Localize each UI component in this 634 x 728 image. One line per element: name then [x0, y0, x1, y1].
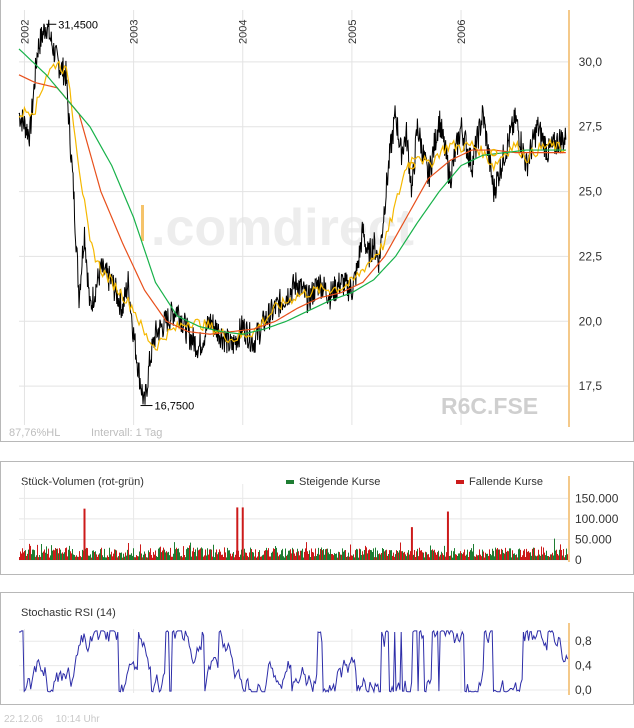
- rsi-title: Stochastic RSI (14): [21, 607, 116, 619]
- volume-chart-panel: Stück-Volumen (rot-grün) Steigende Kurse…: [0, 461, 634, 575]
- moving-average-line: [18, 60, 566, 351]
- timestamp-footer: 22.12.06 10:14 Uhr: [4, 714, 110, 725]
- y-tick-label: 20,0: [579, 314, 603, 328]
- x-tick-label: 2002: [19, 20, 31, 44]
- price-chart: .comdirect 2002 2003 2004 2005 2006 30,027,5…: [9, 10, 603, 439]
- volume-title: Stück-Volumen (rot-grün): [21, 476, 144, 488]
- y-tick-label: 17,5: [579, 379, 603, 393]
- y-tick-label: 0: [575, 553, 582, 567]
- rsi-chart-panel: Stochastic RSI (14) 0,8 0,4 0,0: [0, 592, 634, 705]
- signal-marker: [408, 161, 416, 170]
- price-series-line: [18, 19, 567, 405]
- watermark-bar: [141, 205, 144, 241]
- y-tick-label: 100.000: [575, 512, 619, 526]
- legend-falling-label: Fallende Kurse: [469, 476, 543, 488]
- legend-rising: Steigende Kurse: [286, 476, 380, 488]
- price-chart-panel: .comdirect 2002 2003 2004 2005 2006 30,0 27,5…: [0, 0, 634, 442]
- y-tick-label: 25,0: [579, 185, 603, 199]
- low-annotation: 16,7500: [155, 401, 195, 413]
- y-tick-label: 22,5: [579, 249, 603, 263]
- moving-average-line: [18, 74, 566, 335]
- y-tick-label: 0,0: [575, 683, 592, 697]
- legend-rising-label: Steigende Kurse: [299, 476, 381, 488]
- y-tick-label: 30,0: [579, 55, 603, 69]
- legend-rising-swatch: [286, 480, 294, 485]
- volume-chart: 150.000 100.000 50.000 0: [19, 476, 619, 567]
- interval-label: Intervall: 1 Tag: [91, 427, 162, 439]
- y-tick-label: 0,4: [575, 659, 592, 673]
- footer-time: 10:14 Uhr: [55, 714, 100, 725]
- footer-date: 22.12.06: [4, 714, 43, 725]
- high-annotation: 31,4500: [58, 19, 98, 31]
- signal-marker: [490, 148, 498, 157]
- rsi-chart: 0,8 0,4 0,0: [19, 623, 592, 697]
- x-tick-label: 2004: [238, 20, 250, 44]
- y-tick-label: 27,5: [579, 120, 603, 134]
- rsi-series-line: [19, 629, 569, 694]
- x-tick-label: 2006: [456, 20, 468, 44]
- hl-label: 87,76%HL: [9, 427, 60, 439]
- x-tick-label: 2005: [347, 20, 359, 44]
- y-tick-label: 50.000: [575, 532, 612, 546]
- y-tick-label: 0,8: [575, 634, 592, 648]
- symbol-label: R6C.FSE: [441, 393, 538, 419]
- y-tick-label: 150.000: [575, 491, 619, 505]
- legend-falling-swatch: [456, 480, 464, 485]
- legend-falling: Fallende Kurse: [456, 476, 543, 488]
- moving-average-line: [18, 48, 566, 335]
- x-tick-label: 2003: [129, 20, 141, 44]
